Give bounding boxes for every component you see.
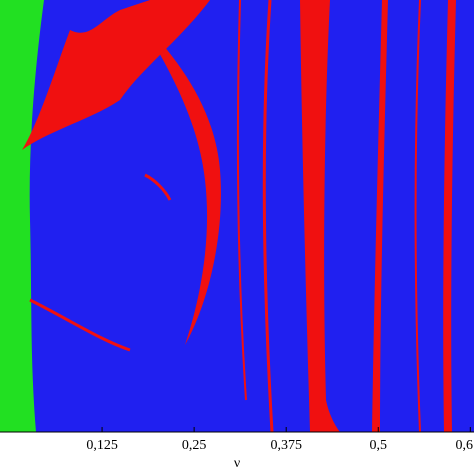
red-stripe (414, 0, 421, 433)
x-tick-label: 0,125 (86, 438, 118, 453)
x-tick-label: 0,6 (456, 438, 474, 453)
x-axis-label: ν (234, 456, 240, 471)
basin-image (0, 0, 474, 433)
red-stripe (237, 0, 247, 401)
red-stripe (144, 173, 172, 201)
red-stripe (262, 0, 274, 433)
red-stripe (443, 0, 456, 432)
red-basin (22, 0, 210, 150)
x-tick-label: 0,25 (182, 438, 207, 453)
red-basin (140, 20, 221, 345)
red-stripe (372, 0, 388, 432)
x-tick-label: 0,375 (270, 438, 302, 453)
x-tick-label: 0,5 (370, 438, 388, 453)
green-basin (0, 0, 44, 432)
red-stripe (29, 298, 131, 352)
red-basin (300, 0, 340, 432)
